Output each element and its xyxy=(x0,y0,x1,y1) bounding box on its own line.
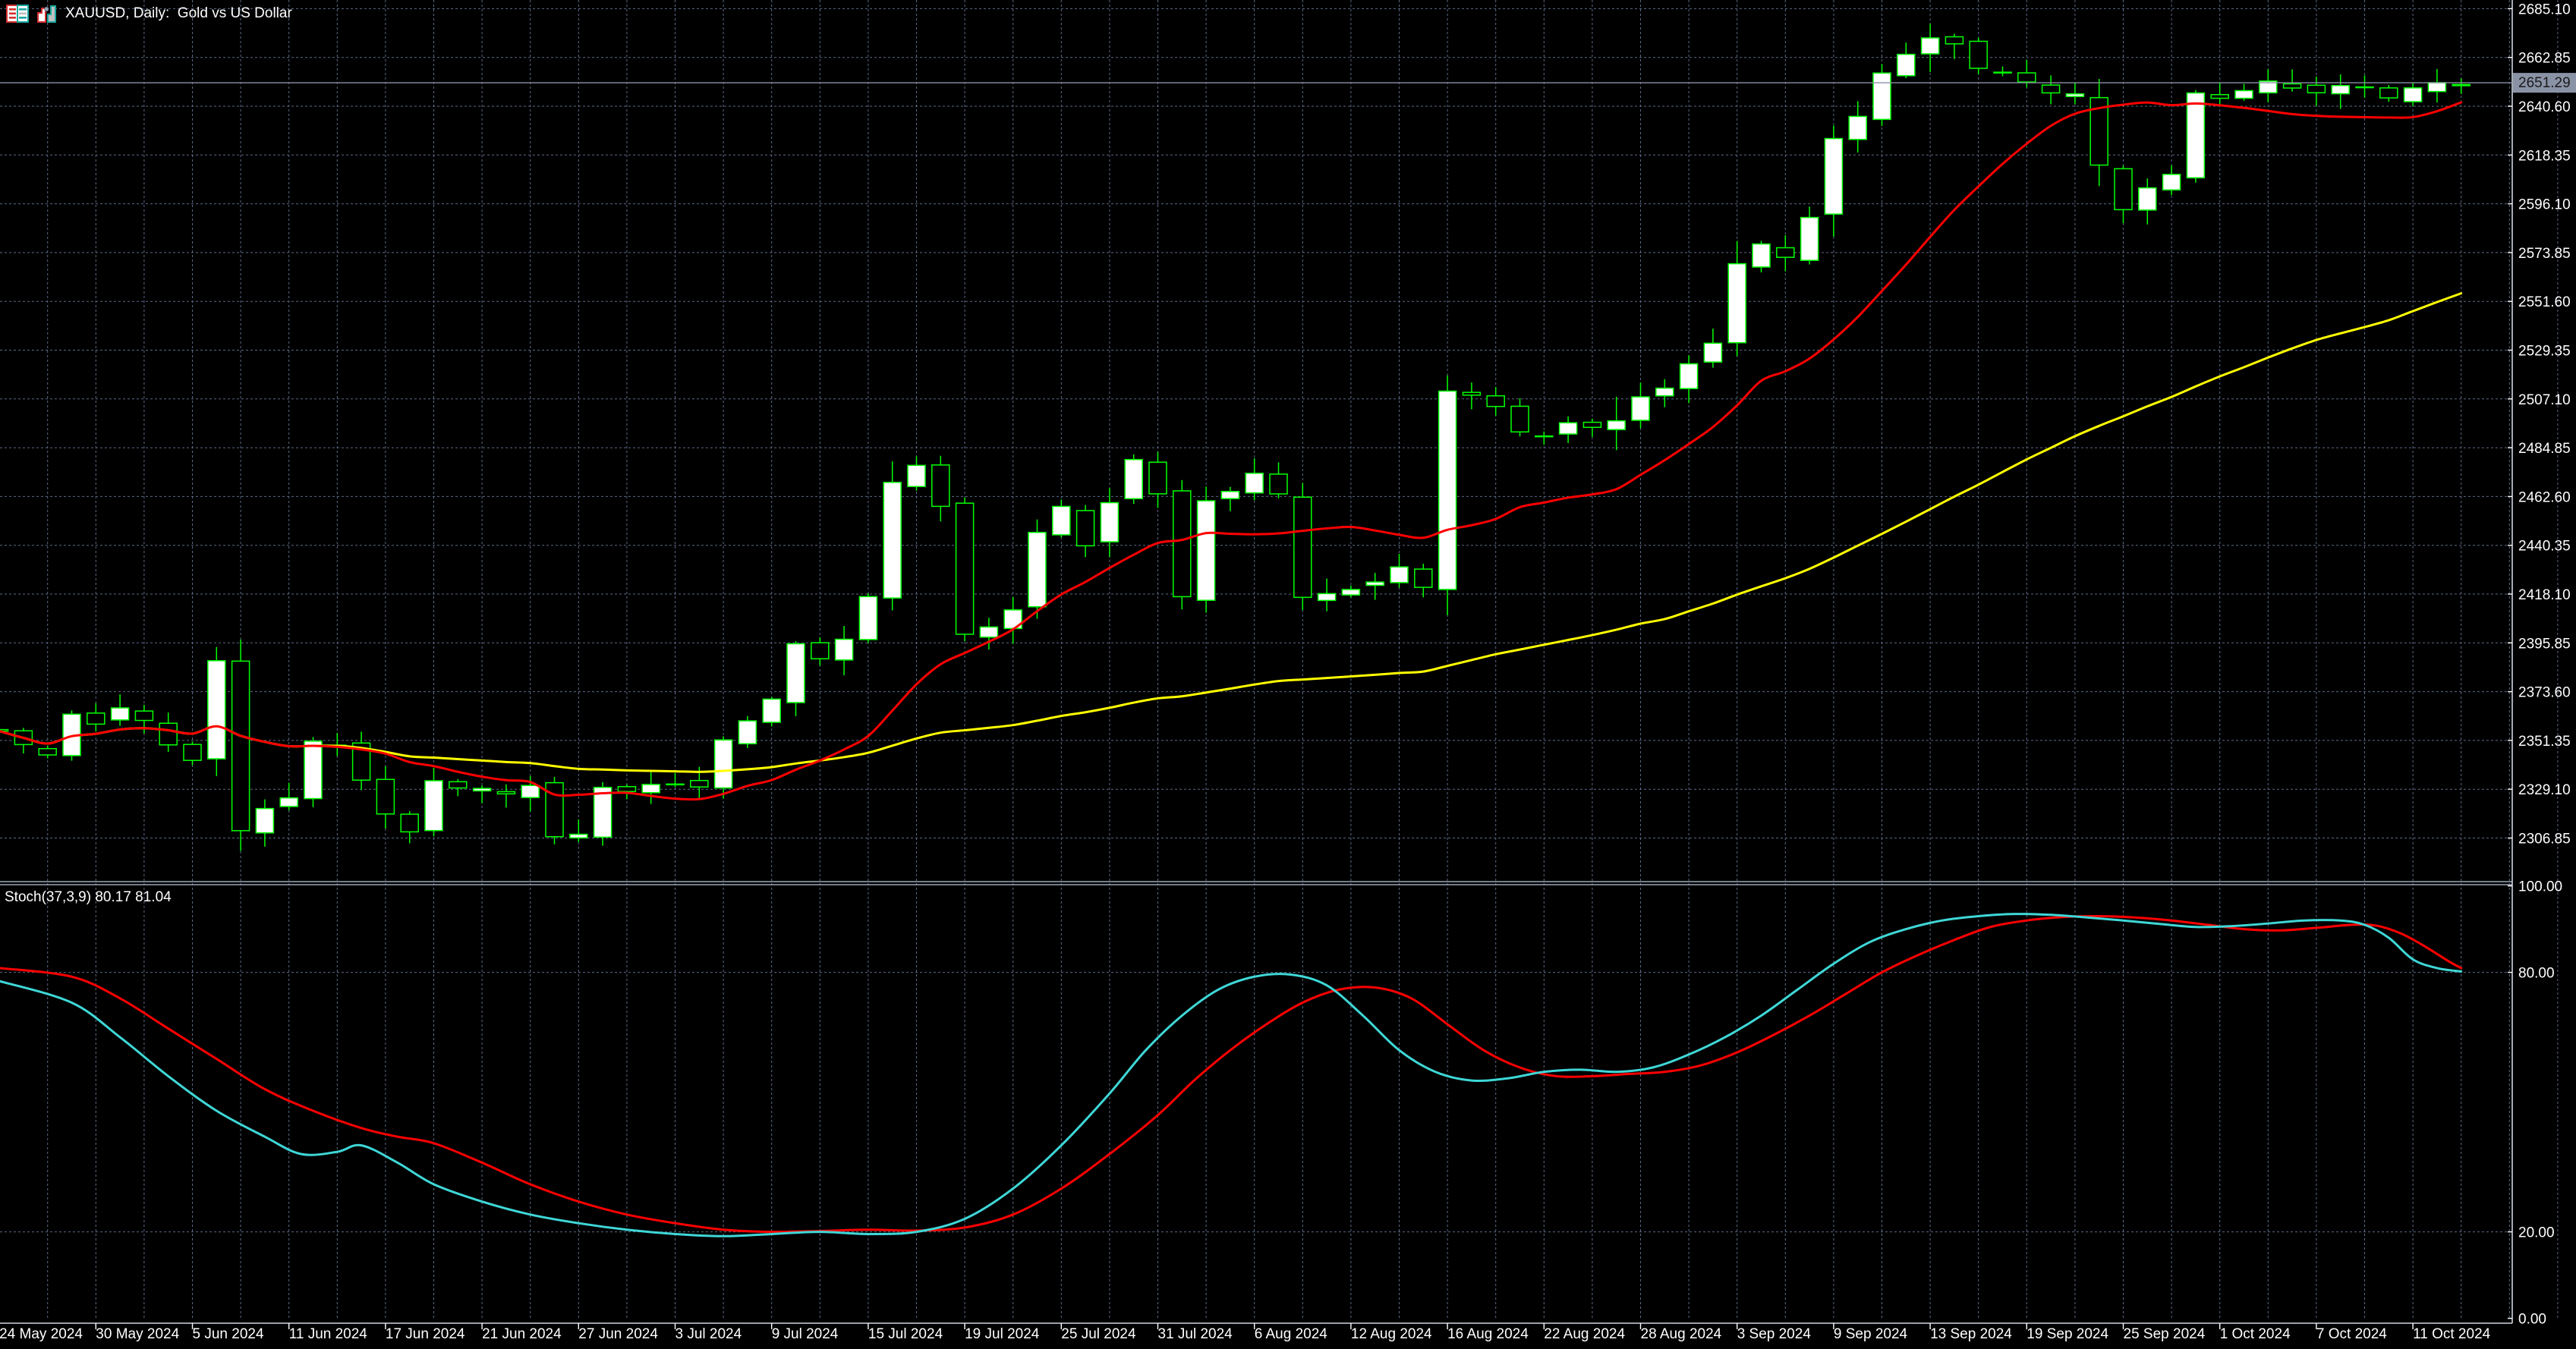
svg-text:80.00: 80.00 xyxy=(2518,966,2555,982)
svg-text:2618.35: 2618.35 xyxy=(2518,148,2571,164)
svg-text:5 Jun 2024: 5 Jun 2024 xyxy=(193,1326,264,1342)
svg-text:11 Jun 2024: 11 Jun 2024 xyxy=(289,1326,368,1342)
svg-text:2306.85: 2306.85 xyxy=(2518,832,2571,847)
svg-text:2651.29: 2651.29 xyxy=(2518,75,2571,91)
svg-text:2685.10: 2685.10 xyxy=(2518,2,2571,17)
svg-text:11 Oct 2024: 11 Oct 2024 xyxy=(2413,1326,2491,1342)
svg-text:12 Aug 2024: 12 Aug 2024 xyxy=(1351,1326,1432,1342)
svg-text:27 Jun 2024: 27 Jun 2024 xyxy=(578,1326,658,1342)
svg-text:2596.10: 2596.10 xyxy=(2518,197,2571,213)
svg-text:16 Aug 2024: 16 Aug 2024 xyxy=(1447,1326,1529,1342)
svg-text:2462.60: 2462.60 xyxy=(2518,489,2571,505)
svg-text:30 May 2024: 30 May 2024 xyxy=(96,1326,179,1342)
svg-text:2662.85: 2662.85 xyxy=(2518,51,2571,67)
svg-text:31 Jul 2024: 31 Jul 2024 xyxy=(1158,1326,1233,1342)
svg-text:2395.85: 2395.85 xyxy=(2518,636,2571,652)
svg-text:17 Jun 2024: 17 Jun 2024 xyxy=(386,1326,465,1342)
svg-text:3 Jul 2024: 3 Jul 2024 xyxy=(675,1326,742,1342)
svg-text:2440.35: 2440.35 xyxy=(2518,539,2571,555)
svg-text:21 Jun 2024: 21 Jun 2024 xyxy=(482,1326,562,1342)
svg-text:19 Sep 2024: 19 Sep 2024 xyxy=(2026,1326,2108,1342)
svg-text:3 Sep 2024: 3 Sep 2024 xyxy=(1737,1326,1812,1342)
svg-text:1 Oct 2024: 1 Oct 2024 xyxy=(2220,1326,2291,1342)
svg-text:0.00: 0.00 xyxy=(2518,1312,2546,1328)
svg-text:25 Jul 2024: 25 Jul 2024 xyxy=(1061,1326,1136,1342)
svg-text:6 Aug 2024: 6 Aug 2024 xyxy=(1255,1326,1328,1342)
svg-text:2507.10: 2507.10 xyxy=(2518,392,2571,408)
svg-text:25 Sep 2024: 25 Sep 2024 xyxy=(2124,1326,2206,1342)
svg-text:9 Jul 2024: 9 Jul 2024 xyxy=(772,1326,839,1342)
svg-text:2329.10: 2329.10 xyxy=(2518,782,2571,798)
svg-text:7 Oct 2024: 7 Oct 2024 xyxy=(2316,1326,2387,1342)
svg-text:2573.85: 2573.85 xyxy=(2518,246,2571,262)
svg-text:100.00: 100.00 xyxy=(2518,879,2562,895)
svg-text:15 Jul 2024: 15 Jul 2024 xyxy=(868,1326,943,1342)
svg-text:2351.35: 2351.35 xyxy=(2518,734,2571,750)
svg-text:28 Aug 2024: 28 Aug 2024 xyxy=(1641,1326,1722,1342)
svg-text:13 Sep 2024: 13 Sep 2024 xyxy=(1930,1326,2012,1342)
svg-text:19 Jul 2024: 19 Jul 2024 xyxy=(965,1326,1040,1342)
svg-text:2640.60: 2640.60 xyxy=(2518,99,2571,115)
svg-text:2373.60: 2373.60 xyxy=(2518,685,2571,701)
svg-text:20.00: 20.00 xyxy=(2518,1225,2555,1241)
svg-text:24 May 2024: 24 May 2024 xyxy=(0,1326,83,1342)
svg-text:22 Aug 2024: 22 Aug 2024 xyxy=(1544,1326,1625,1342)
svg-text:2418.10: 2418.10 xyxy=(2518,587,2571,603)
svg-text:2484.85: 2484.85 xyxy=(2518,441,2571,457)
svg-text:2551.60: 2551.60 xyxy=(2518,294,2571,310)
svg-text:2529.35: 2529.35 xyxy=(2518,344,2571,360)
svg-text:9 Sep 2024: 9 Sep 2024 xyxy=(1834,1326,1908,1342)
